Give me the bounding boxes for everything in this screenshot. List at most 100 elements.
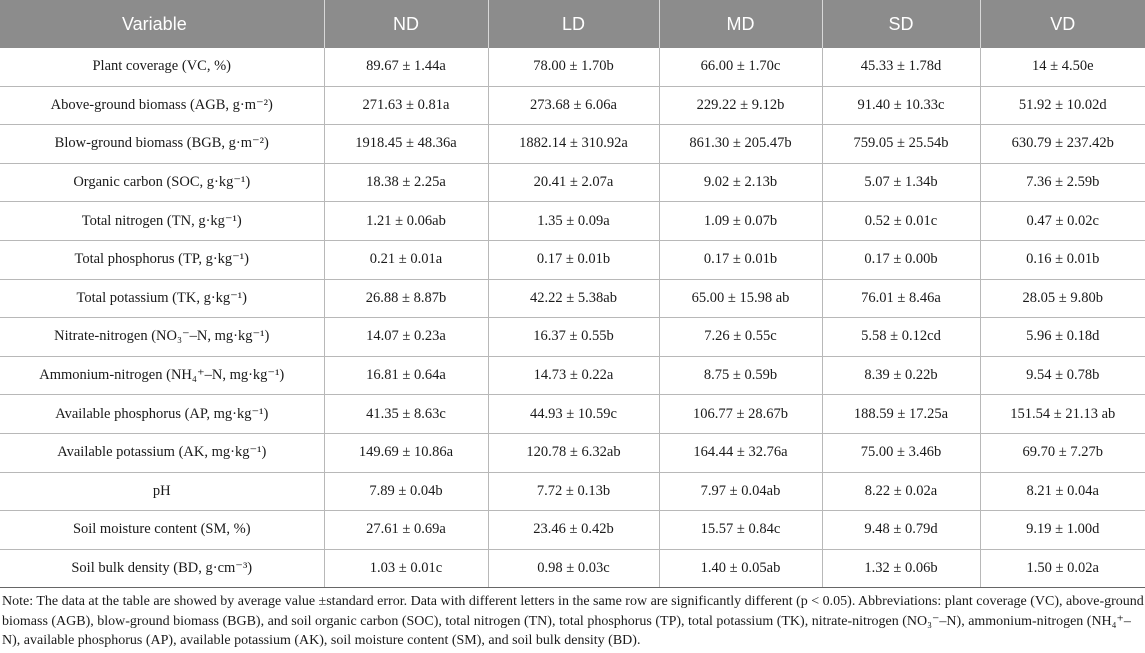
value-cell-nd: 0.21 ± 0.01a	[324, 240, 489, 280]
value-cell-vd: 51.92 ± 10.02d	[980, 86, 1145, 126]
value-cell-md: 861.30 ± 205.47b	[659, 124, 823, 164]
value-cell-sd: 8.39 ± 0.22b	[822, 356, 981, 396]
value-cell-vd: 0.16 ± 0.01b	[980, 240, 1145, 280]
value-cell-md: 7.26 ± 0.55c	[659, 317, 823, 357]
value-cell-md: 8.75 ± 0.59b	[659, 356, 823, 396]
table-row: Blow-ground biomass (BGB, g·m⁻²) 1918.45 …	[0, 124, 1145, 164]
value-cell-ld: 42.22 ± 5.38ab	[488, 279, 660, 319]
table-row: Soil moisture content (SM, %) 27.61 ± 0.6…	[0, 510, 1145, 550]
variable-cell: Soil moisture content (SM, %)	[0, 510, 325, 550]
value-cell-sd: 45.33 ± 1.78d	[822, 48, 981, 87]
value-cell-md: 65.00 ± 15.98 ab	[659, 279, 823, 319]
column-header-variable: Variable	[0, 0, 325, 48]
value-cell-vd: 630.79 ± 237.42b	[980, 124, 1145, 164]
variable-cell: Available potassium (AK, mg·kg⁻¹)	[0, 433, 325, 473]
value-cell-vd: 9.54 ± 0.78b	[980, 356, 1145, 396]
value-cell-sd: 91.40 ± 10.33c	[822, 86, 981, 126]
table-row: pH 7.89 ± 0.04b 7.72 ± 0.13b 7.97 ± 0.04ab 8…	[0, 472, 1145, 512]
column-header-nd: ND	[324, 0, 489, 48]
value-cell-nd: 18.38 ± 2.25a	[324, 163, 489, 203]
value-cell-sd: 759.05 ± 25.54b	[822, 124, 981, 164]
table-row: Available phosphorus (AP, mg·kg⁻¹) 41.35 …	[0, 394, 1145, 434]
variable-cell: Nitrate-nitrogen (NO₃⁻–N, mg·kg⁻¹)	[0, 317, 325, 357]
table-row: Total phosphorus (TP, g·kg⁻¹) 0.21 ± 0.01…	[0, 240, 1145, 280]
value-cell-sd: 5.07 ± 1.34b	[822, 163, 981, 203]
value-cell-ld: 14.73 ± 0.22a	[488, 356, 660, 396]
value-cell-nd: 14.07 ± 0.23a	[324, 317, 489, 357]
value-cell-nd: 16.81 ± 0.64a	[324, 356, 489, 396]
value-cell-vd: 28.05 ± 9.80b	[980, 279, 1145, 319]
value-cell-ld: 0.98 ± 0.03c	[488, 549, 660, 589]
variable-cell: Blow-ground biomass (BGB, g·m⁻²)	[0, 124, 325, 164]
table-row: Above-ground biomass (AGB, g·m⁻²) 271.63 …	[0, 86, 1145, 126]
value-cell-vd: 0.47 ± 0.02c	[980, 201, 1145, 241]
table-header: Variable ND LD MD SD VD	[0, 0, 1145, 48]
value-cell-ld: 78.00 ± 1.70b	[488, 48, 660, 87]
table-row: Ammonium-nitrogen (NH₄⁺–N, mg·kg⁻¹) 16.81…	[0, 356, 1145, 396]
column-header-vd: VD	[980, 0, 1145, 48]
header-row: Variable ND LD MD SD VD	[0, 0, 1145, 48]
variable-cell: Total phosphorus (TP, g·kg⁻¹)	[0, 240, 325, 280]
value-cell-ld: 16.37 ± 0.55b	[488, 317, 660, 357]
value-cell-md: 229.22 ± 9.12b	[659, 86, 823, 126]
variable-cell: Ammonium-nitrogen (NH₄⁺–N, mg·kg⁻¹)	[0, 356, 325, 396]
variable-cell: Plant coverage (VC, %)	[0, 48, 325, 87]
value-cell-sd: 0.17 ± 0.00b	[822, 240, 981, 280]
value-cell-sd: 9.48 ± 0.79d	[822, 510, 981, 550]
value-cell-ld: 1.35 ± 0.09a	[488, 201, 660, 241]
table-body: Plant coverage (VC, %) 89.67 ± 1.44a 78.00…	[0, 48, 1145, 589]
value-cell-md: 9.02 ± 2.13b	[659, 163, 823, 203]
value-cell-vd: 1.50 ± 0.02a	[980, 549, 1145, 589]
value-cell-vd: 151.54 ± 21.13 ab	[980, 394, 1145, 434]
value-cell-nd: 271.63 ± 0.81a	[324, 86, 489, 126]
value-cell-md: 66.00 ± 1.70c	[659, 48, 823, 87]
value-cell-nd: 1.21 ± 0.06ab	[324, 201, 489, 241]
value-cell-ld: 1882.14 ± 310.92a	[488, 124, 660, 164]
value-cell-vd: 14 ± 4.50e	[980, 48, 1145, 87]
value-cell-nd: 26.88 ± 8.87b	[324, 279, 489, 319]
value-cell-ld: 20.41 ± 2.07a	[488, 163, 660, 203]
variable-cell: Soil bulk density (BD, g·cm⁻³)	[0, 549, 325, 589]
variable-cell: Total nitrogen (TN, g·kg⁻¹)	[0, 201, 325, 241]
value-cell-ld: 23.46 ± 0.42b	[488, 510, 660, 550]
table-row: Nitrate-nitrogen (NO₃⁻–N, mg·kg⁻¹) 14.07 …	[0, 317, 1145, 357]
table-note: Note: The data at the table are showed b…	[2, 594, 1144, 648]
table-row: Available potassium (AK, mg·kg⁻¹) 149.69 …	[0, 433, 1145, 473]
column-header-sd: SD	[822, 0, 981, 48]
table-row: Organic carbon (SOC, g·kg⁻¹) 18.38 ± 2.25…	[0, 163, 1145, 203]
table-row: Plant coverage (VC, %) 89.67 ± 1.44a 78.00…	[0, 48, 1145, 87]
value-cell-md: 106.77 ± 28.67b	[659, 394, 823, 434]
value-cell-nd: 7.89 ± 0.04b	[324, 472, 489, 512]
value-cell-md: 15.57 ± 0.84c	[659, 510, 823, 550]
value-cell-vd: 8.21 ± 0.04a	[980, 472, 1145, 512]
value-cell-vd: 5.96 ± 0.18d	[980, 317, 1145, 357]
value-cell-ld: 0.17 ± 0.01b	[488, 240, 660, 280]
value-cell-vd: 7.36 ± 2.59b	[980, 163, 1145, 203]
column-header-md: MD	[659, 0, 823, 48]
variable-cell: pH	[0, 472, 325, 512]
value-cell-md: 7.97 ± 0.04ab	[659, 472, 823, 512]
value-cell-md: 1.40 ± 0.05ab	[659, 549, 823, 589]
value-cell-nd: 149.69 ± 10.86a	[324, 433, 489, 473]
value-cell-ld: 120.78 ± 6.32ab	[488, 433, 660, 473]
value-cell-sd: 8.22 ± 0.02a	[822, 472, 981, 512]
variable-cell: Available phosphorus (AP, mg·kg⁻¹)	[0, 394, 325, 434]
value-cell-nd: 1918.45 ± 48.36a	[324, 124, 489, 164]
value-cell-ld: 7.72 ± 0.13b	[488, 472, 660, 512]
value-cell-md: 0.17 ± 0.01b	[659, 240, 823, 280]
value-cell-nd: 27.61 ± 0.69a	[324, 510, 489, 550]
value-cell-vd: 9.19 ± 1.00d	[980, 510, 1145, 550]
data-table: Variable ND LD MD SD VD Plant coverage (…	[0, 0, 1145, 589]
value-cell-md: 164.44 ± 32.76a	[659, 433, 823, 473]
value-cell-nd: 41.35 ± 8.63c	[324, 394, 489, 434]
table-row: Total nitrogen (TN, g·kg⁻¹) 1.21 ± 0.06ab…	[0, 201, 1145, 241]
table-row: Soil bulk density (BD, g·cm⁻³) 1.03 ± 0.0…	[0, 549, 1145, 589]
value-cell-sd: 1.32 ± 0.06b	[822, 549, 981, 589]
value-cell-sd: 75.00 ± 3.46b	[822, 433, 981, 473]
data-table-container: Variable ND LD MD SD VD Plant coverage (…	[0, 0, 1145, 589]
value-cell-sd: 76.01 ± 8.46a	[822, 279, 981, 319]
column-header-ld: LD	[488, 0, 660, 48]
value-cell-ld: 44.93 ± 10.59c	[488, 394, 660, 434]
value-cell-ld: 273.68 ± 6.06a	[488, 86, 660, 126]
value-cell-vd: 69.70 ± 7.27b	[980, 433, 1145, 473]
